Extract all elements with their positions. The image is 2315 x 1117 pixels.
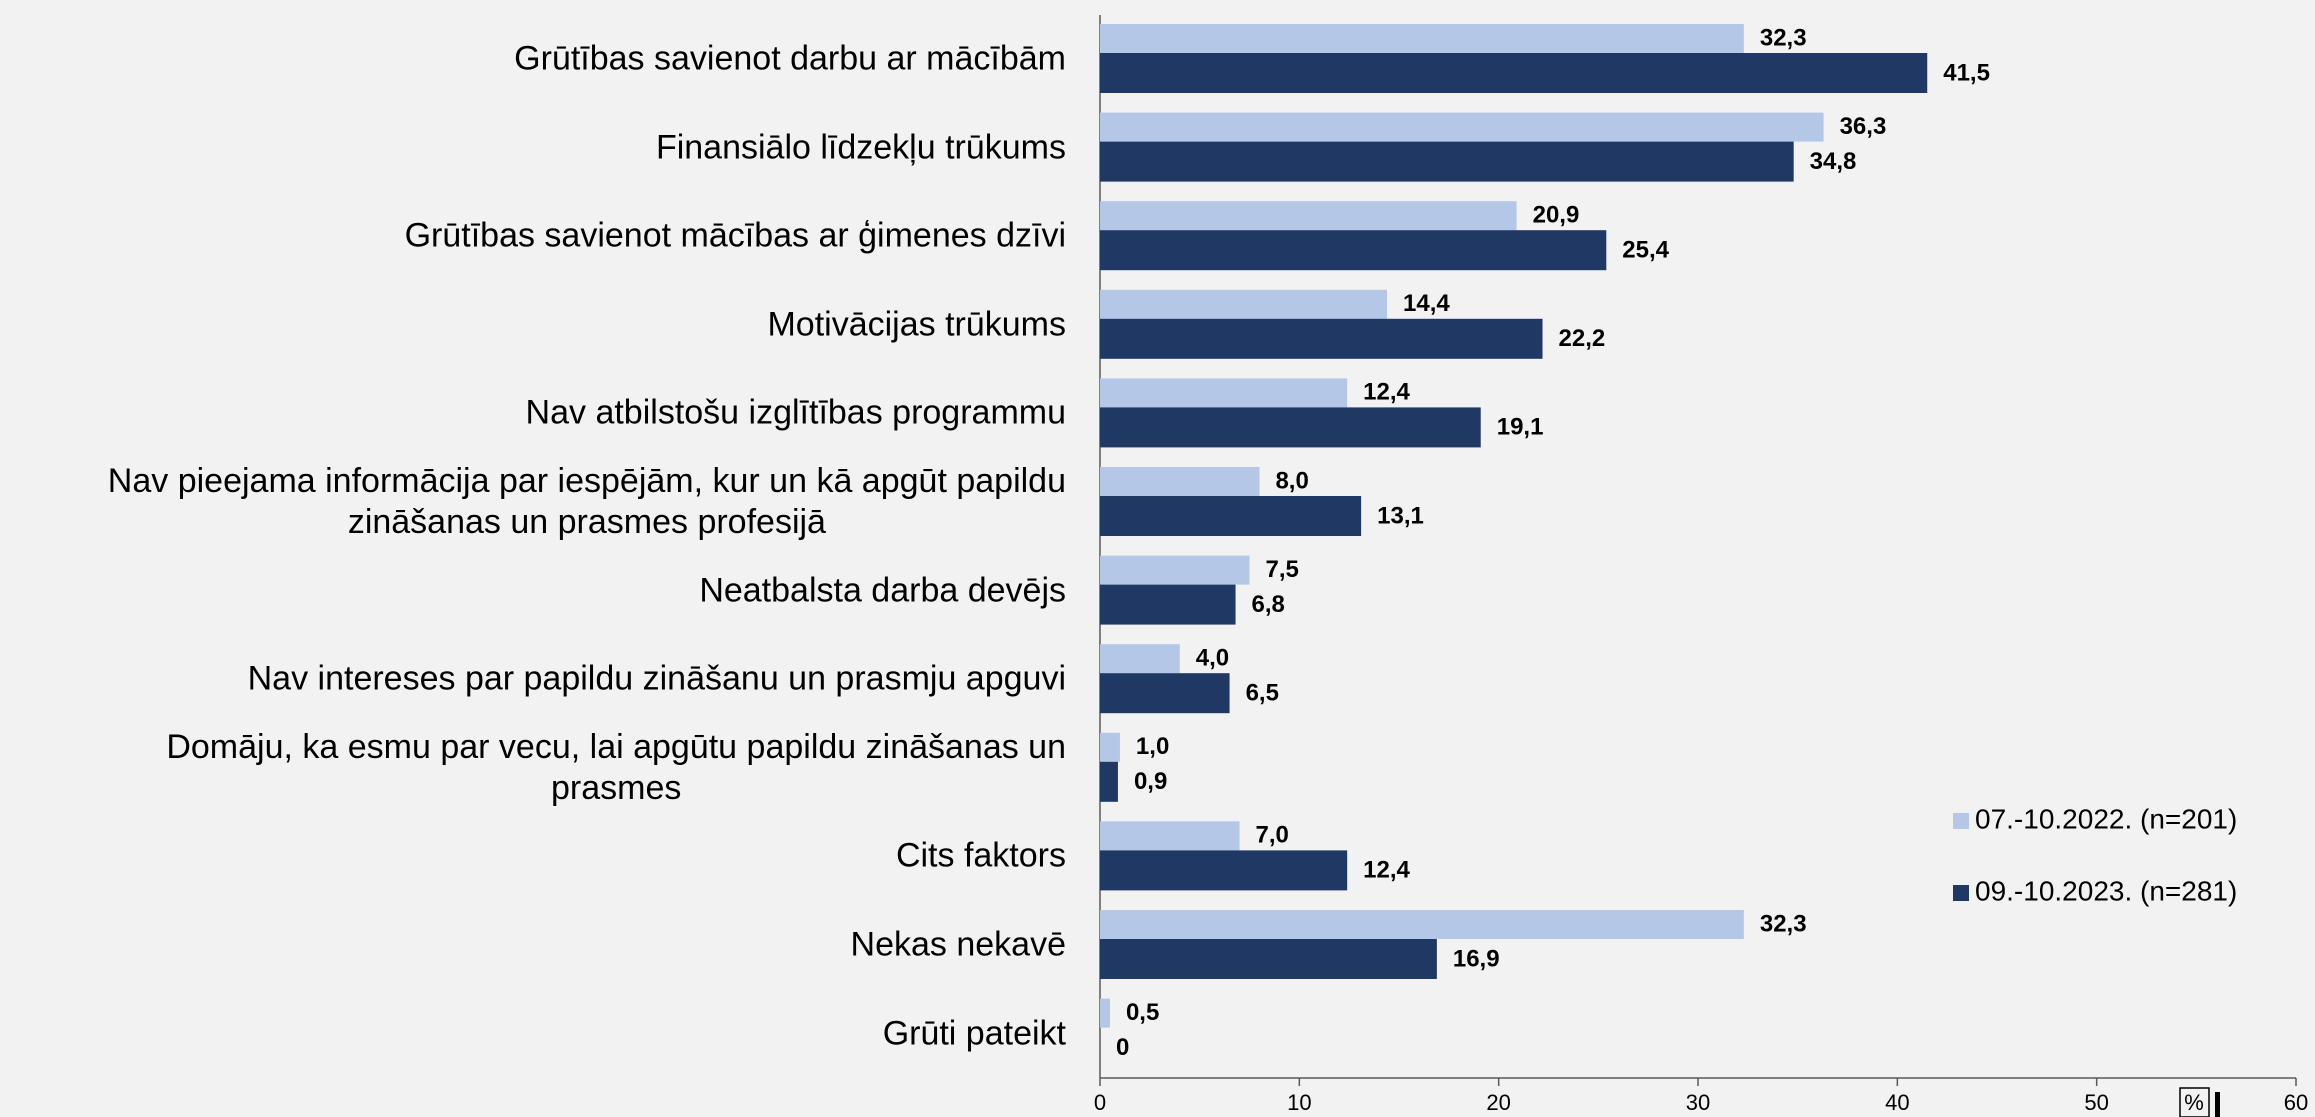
value-label: 20,9: [1533, 202, 1580, 229]
x-tick-label: 40: [1885, 1090, 1909, 1115]
category-label: Grūti pateikt: [882, 1014, 1066, 1053]
value-label: 14,4: [1403, 290, 1450, 317]
value-label: 0,9: [1134, 768, 1167, 795]
category-label: Nav pieejama informācija par iespējām, k…: [107, 462, 1066, 541]
legend-swatch: [1953, 885, 1969, 901]
value-label: 6,5: [1246, 680, 1279, 707]
bar: [1100, 112, 1824, 142]
x-tick-label: 30: [1686, 1090, 1710, 1115]
bar: [1100, 821, 1240, 851]
bar: [1100, 998, 1110, 1028]
category-label: Cits faktors: [895, 836, 1066, 875]
value-label: 32,3: [1760, 24, 1807, 51]
x-tick-label: 20: [1486, 1090, 1510, 1115]
x-axis-label: %: [2184, 1090, 2204, 1115]
category-label: Grūtības savienot darbu ar mācībām: [514, 39, 1066, 78]
bar: [1100, 939, 1437, 979]
value-label: 32,3: [1760, 910, 1807, 937]
value-label: 1,0: [1136, 733, 1169, 760]
category-label: Nav atbilstošu izglītības programmu: [525, 393, 1066, 432]
x-tick-label: 10: [1287, 1090, 1311, 1115]
category-label: Grūtības savienot mācības ar ģimenes dzī…: [404, 216, 1066, 255]
value-label: 7,0: [1256, 822, 1289, 849]
value-label: 34,8: [1810, 148, 1857, 175]
bar: [1100, 407, 1481, 448]
bar: [1100, 850, 1348, 891]
bar: [1100, 910, 1744, 939]
bar: [1100, 555, 1250, 585]
x-tick-label: 50: [2084, 1090, 2108, 1115]
category-label: Neatbalsta darba devējs: [699, 571, 1066, 610]
bar: [1100, 24, 1744, 53]
legend-label: 09.-10.2023. (n=281): [1975, 875, 2237, 906]
legend-label: 07.-10.2022. (n=201): [1975, 803, 2237, 834]
category-label: Domāju, ka esmu par vecu, lai apgūtu pap…: [166, 727, 1066, 807]
bar: [1100, 673, 1230, 714]
bar: [1100, 584, 1236, 625]
value-label: 8,0: [1275, 467, 1308, 494]
bar: [1100, 318, 1543, 359]
bar: [1100, 467, 1260, 496]
value-label: 19,1: [1497, 414, 1544, 441]
value-label: 16,9: [1453, 945, 1500, 972]
category-label: Finansiālo līdzekļu trūkums: [655, 128, 1066, 167]
bar: [1100, 378, 1348, 408]
value-label: 0,5: [1126, 999, 1159, 1026]
bar: [1100, 496, 1362, 536]
axis-marker: [2215, 1092, 2220, 1117]
bar: [1100, 141, 1794, 182]
value-label: 13,1: [1377, 502, 1424, 529]
value-label: 36,3: [1840, 113, 1887, 140]
bar: [1100, 761, 1118, 802]
value-label: 22,2: [1559, 325, 1606, 352]
x-axis-label-box: [2179, 1087, 2210, 1117]
category-label: Nav intereses par papildu zināšanu un pr…: [247, 659, 1066, 698]
bar: [1100, 53, 1928, 93]
value-label: 25,4: [1622, 237, 1669, 264]
value-label: 12,4: [1363, 857, 1410, 884]
x-tick-label: 0: [1094, 1090, 1106, 1115]
x-tick-label: 60: [2284, 1090, 2308, 1115]
value-label: 41,5: [1943, 59, 1990, 86]
bar: [1100, 732, 1120, 762]
value-label: 4,0: [1196, 645, 1229, 672]
bar: [1100, 289, 1388, 319]
bar: [1100, 230, 1607, 271]
value-label: 7,5: [1266, 556, 1299, 583]
category-label: Nekas nekavē: [850, 925, 1066, 964]
value-label: 6,8: [1252, 591, 1285, 618]
value-label: 0: [1116, 1034, 1129, 1061]
category-label: Motivācijas trūkums: [767, 305, 1066, 344]
bar: [1100, 201, 1517, 231]
value-label: 12,4: [1363, 379, 1410, 406]
bar: [1100, 644, 1180, 674]
legend-swatch: [1953, 813, 1969, 829]
